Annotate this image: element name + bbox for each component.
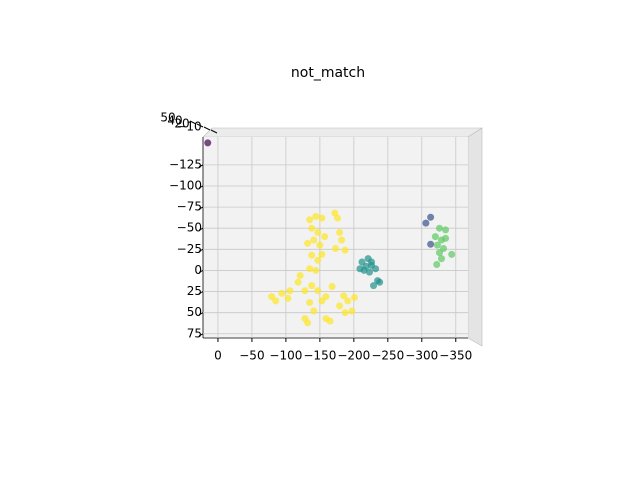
point xyxy=(422,219,430,227)
point xyxy=(448,250,456,258)
x-tick-label: −300 xyxy=(405,349,438,363)
back-pane xyxy=(202,127,484,138)
point xyxy=(433,241,441,249)
point xyxy=(308,224,316,232)
tick-mark xyxy=(198,227,204,231)
point xyxy=(362,262,370,270)
y-tick-label: 25 xyxy=(187,284,202,298)
point xyxy=(356,265,364,273)
point xyxy=(334,214,342,222)
point xyxy=(336,302,344,310)
point xyxy=(286,287,294,295)
tick-mark xyxy=(198,333,204,337)
point xyxy=(433,261,441,269)
point xyxy=(341,246,349,254)
point xyxy=(318,250,326,258)
point xyxy=(431,233,439,241)
point xyxy=(304,319,312,327)
point xyxy=(427,213,435,221)
point xyxy=(328,282,336,290)
point xyxy=(348,307,356,315)
point xyxy=(284,294,292,302)
point xyxy=(310,236,318,244)
point xyxy=(438,255,445,263)
x-tick-label: −350 xyxy=(439,349,472,363)
point xyxy=(296,272,304,280)
tick-mark xyxy=(198,248,204,252)
tick-mark xyxy=(189,120,197,125)
y-tick-label: 50 xyxy=(187,305,202,319)
point xyxy=(351,293,359,301)
point xyxy=(372,265,380,273)
point xyxy=(204,139,212,147)
point xyxy=(370,282,378,290)
tick-mark xyxy=(198,185,204,189)
point xyxy=(338,236,346,244)
z-tick-label: 50 xyxy=(160,111,175,125)
point xyxy=(294,278,302,286)
point xyxy=(318,214,326,222)
point xyxy=(272,297,280,305)
y-tick-label: 0 xyxy=(194,263,202,277)
y-tick-label: −50 xyxy=(177,221,202,235)
tick-mark xyxy=(198,206,204,210)
x-tick-label: −250 xyxy=(371,349,404,363)
y-tick-label: −75 xyxy=(177,200,202,214)
x-tick-label: −50 xyxy=(239,349,264,363)
point xyxy=(314,287,322,295)
point xyxy=(312,266,320,274)
point xyxy=(312,212,320,220)
z-tick-label: 20 xyxy=(174,117,189,131)
point xyxy=(442,226,450,234)
point xyxy=(278,289,286,297)
y-tick-label: −125 xyxy=(169,157,202,171)
point xyxy=(326,317,334,325)
floor-pane xyxy=(203,137,468,338)
point xyxy=(340,292,348,300)
y-tick-label: −25 xyxy=(177,242,202,256)
tick-mark xyxy=(196,123,204,128)
point xyxy=(304,239,312,247)
point xyxy=(442,234,450,242)
point xyxy=(336,228,344,236)
x-tick-label: −200 xyxy=(337,349,370,363)
point xyxy=(306,216,314,224)
x-tick-label: 0 xyxy=(214,349,222,363)
point xyxy=(427,240,435,248)
point xyxy=(308,251,316,259)
point xyxy=(341,309,349,317)
tick-mark xyxy=(203,126,211,131)
point xyxy=(344,297,352,305)
y-tick-label: 75 xyxy=(187,326,202,340)
point xyxy=(314,228,322,236)
point xyxy=(301,287,309,295)
point xyxy=(365,268,373,276)
y-tick-label: −100 xyxy=(169,178,202,192)
point xyxy=(306,299,314,307)
z-tick-label: 40 xyxy=(167,114,182,128)
point xyxy=(368,258,376,266)
x-tick-label: −150 xyxy=(303,349,336,363)
tick-mark xyxy=(198,164,204,168)
x-tick-label: −100 xyxy=(269,349,302,363)
point xyxy=(314,256,322,264)
z-tick-label: −10 xyxy=(176,120,201,134)
side-pane xyxy=(467,127,483,347)
chart-title: not_match xyxy=(291,65,365,81)
point xyxy=(435,224,443,232)
tick-mark xyxy=(210,129,218,134)
point xyxy=(306,265,314,273)
point xyxy=(321,233,329,241)
point xyxy=(316,241,324,249)
point xyxy=(376,278,384,286)
point xyxy=(310,307,318,315)
point xyxy=(308,282,316,290)
point xyxy=(322,293,330,301)
tick-mark xyxy=(198,269,204,273)
tick-mark xyxy=(198,291,204,294)
tick-mark xyxy=(198,312,204,316)
point xyxy=(435,249,443,257)
point xyxy=(332,244,339,252)
